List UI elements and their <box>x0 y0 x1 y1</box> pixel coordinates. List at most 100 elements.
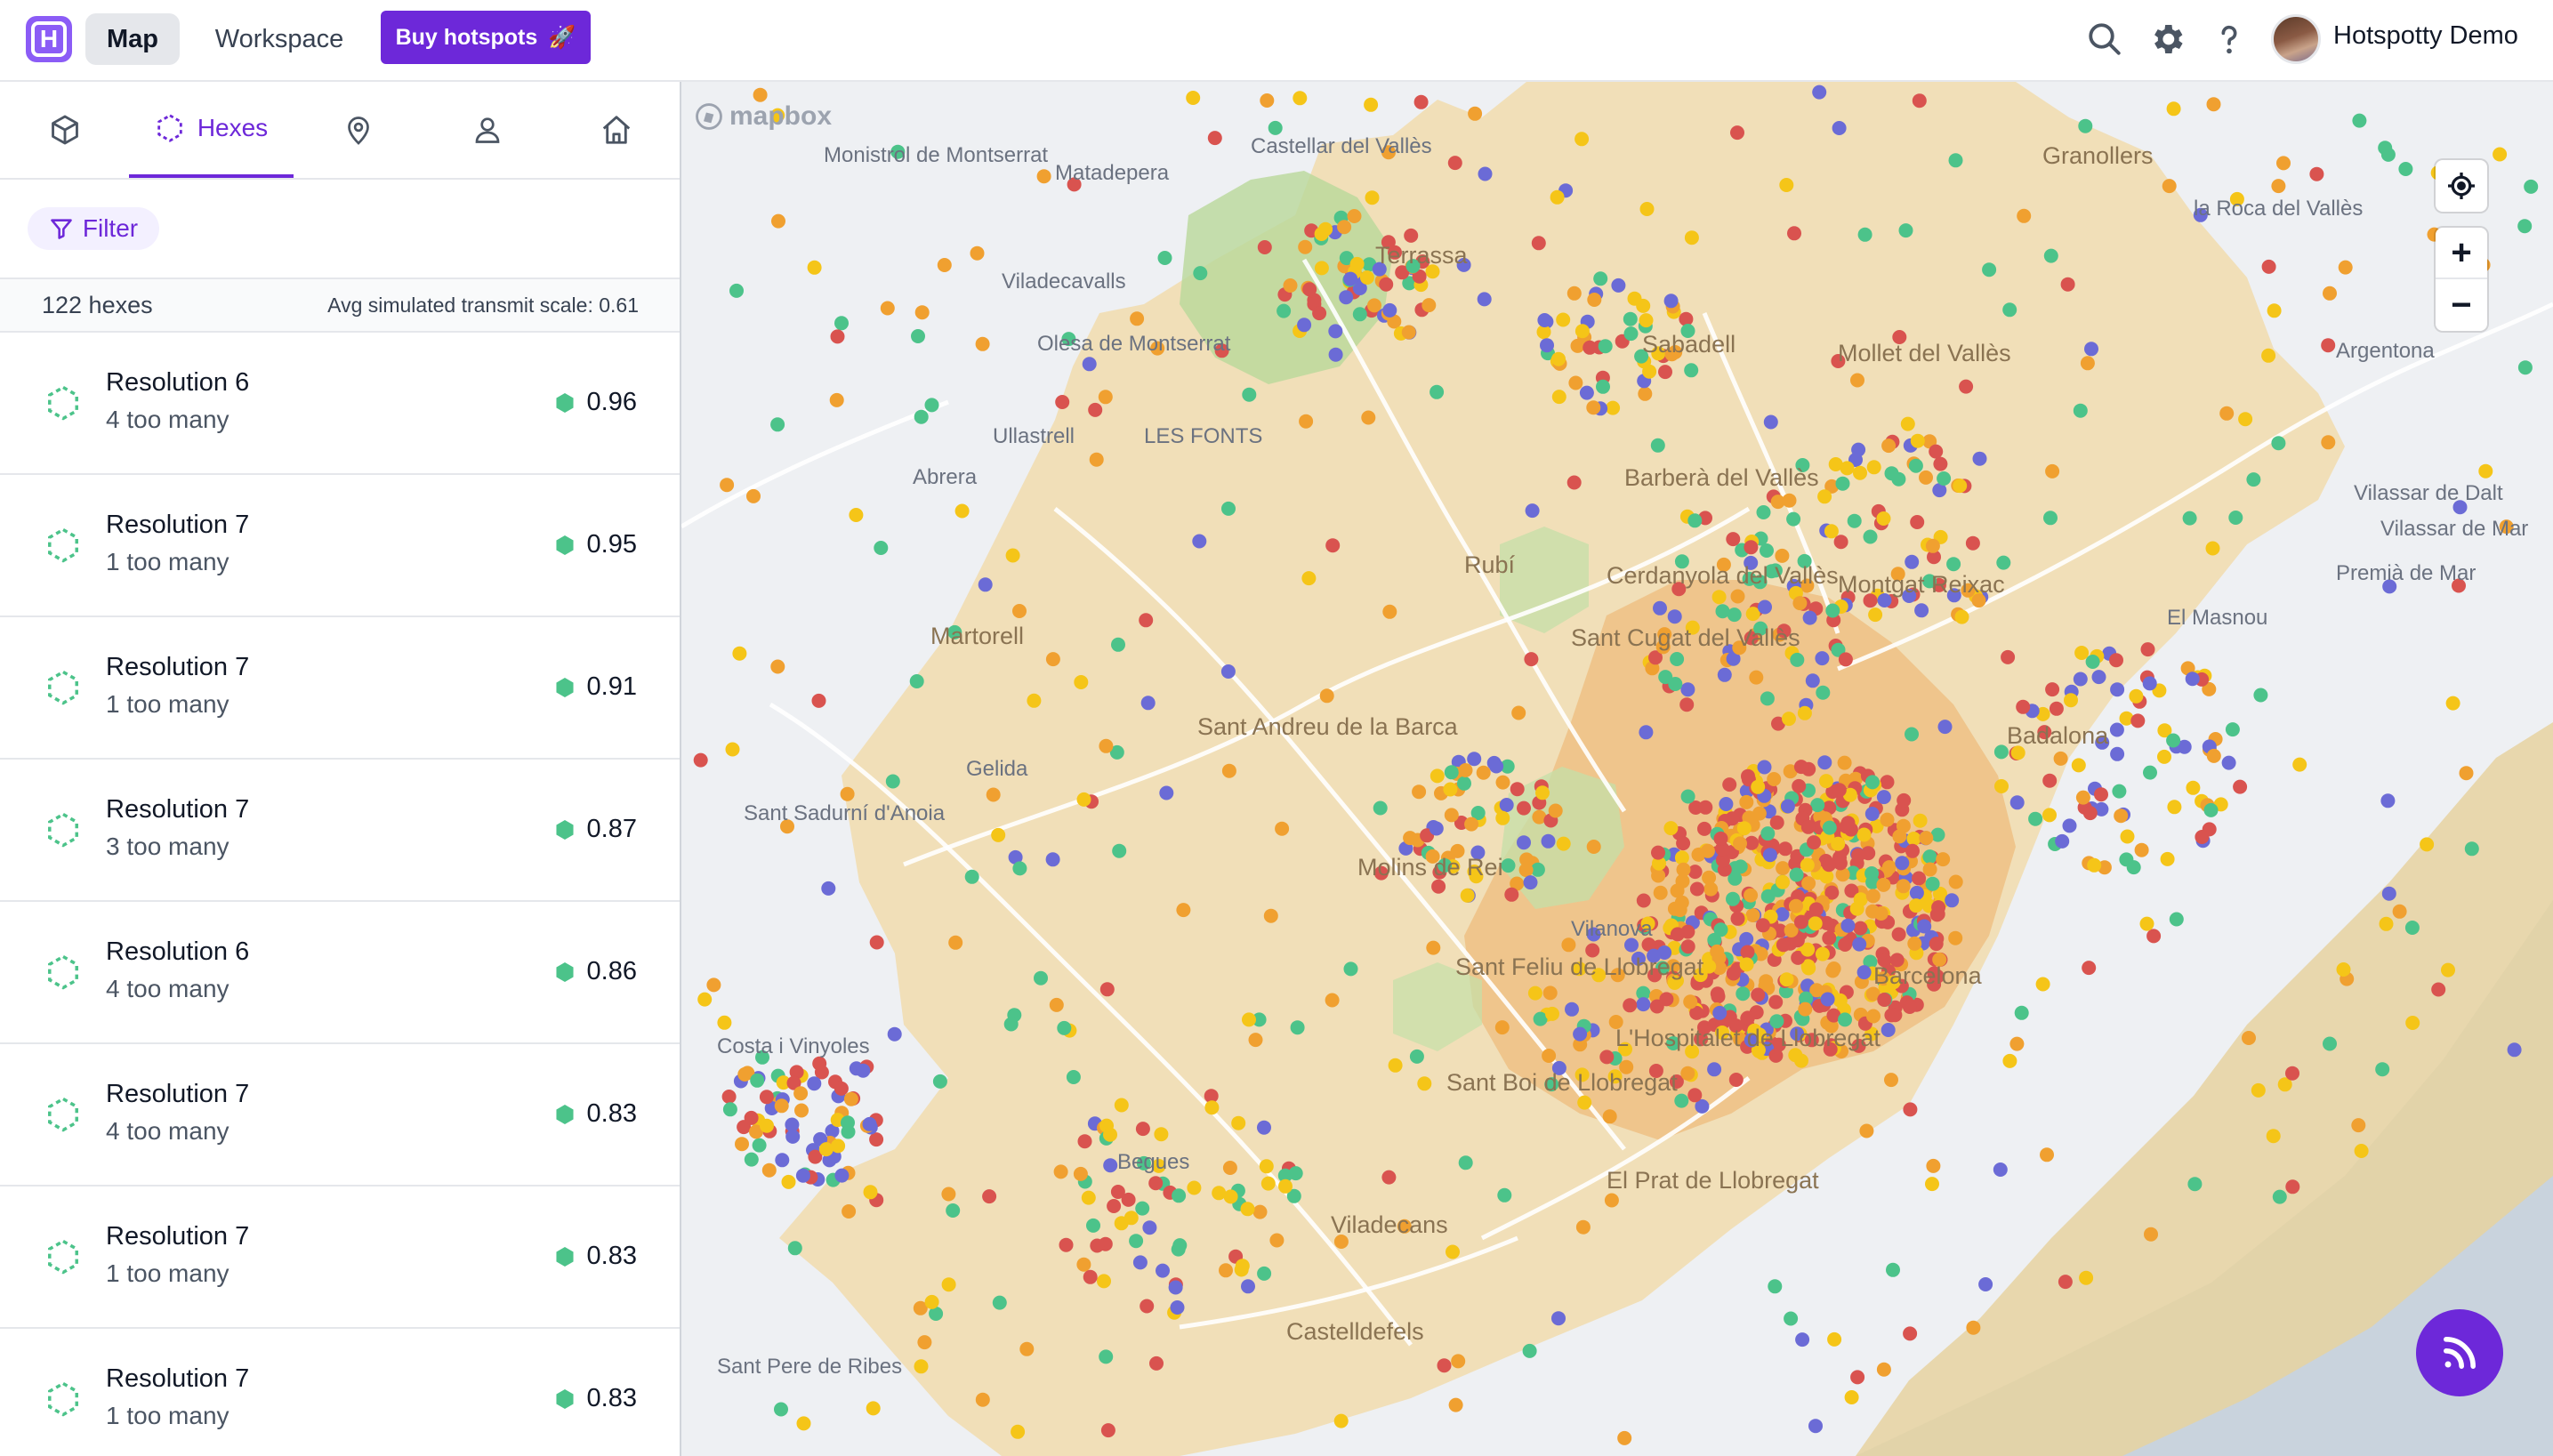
hotspot-dot[interactable] <box>1388 245 1402 260</box>
hotspot-dot[interactable] <box>1129 1234 1144 1249</box>
hotspot-dot[interactable] <box>1566 475 1582 490</box>
hotspot-dot[interactable] <box>1431 879 1446 894</box>
hotspot-dot[interactable] <box>1577 1095 1592 1110</box>
hotspot-dot[interactable] <box>2129 688 2144 704</box>
user-name[interactable]: Hotspotty Demo <box>2333 21 2518 50</box>
hotspot-dot[interactable] <box>1789 898 1803 913</box>
hotspot-dot[interactable] <box>1638 386 1653 401</box>
hotspot-dot[interactable] <box>1740 945 1755 960</box>
hotspot-dot[interactable] <box>1666 959 1680 974</box>
hotspot-dot[interactable] <box>1832 856 1848 871</box>
hotspot-dot[interactable] <box>1349 256 1365 271</box>
hotspot-dot[interactable] <box>1142 1220 1157 1235</box>
hotspot-dot[interactable] <box>2074 646 2090 660</box>
hotspot-dot[interactable] <box>1312 306 1327 321</box>
hotspot-dot[interactable] <box>1726 532 1741 547</box>
hotspot-dot[interactable] <box>1925 1177 1939 1192</box>
hotspot-dot[interactable] <box>932 1074 947 1089</box>
hotspot-dot[interactable] <box>1925 538 1940 553</box>
hotspot-dot[interactable] <box>1566 286 1582 301</box>
hotspot-dot[interactable] <box>1797 553 1812 568</box>
hotspot-dot[interactable] <box>1864 1026 1879 1042</box>
hotspot-dot[interactable] <box>1728 871 1743 886</box>
hotspot-dot[interactable] <box>774 1402 788 1417</box>
hotspot-dot[interactable] <box>750 1073 765 1088</box>
hotspot-dot[interactable] <box>781 1174 796 1189</box>
hotspot-dot[interactable] <box>1574 132 1590 147</box>
hotspot-dot[interactable] <box>1395 265 1410 280</box>
hotspot-dot[interactable] <box>2404 921 2420 935</box>
hotspot-dot[interactable] <box>2064 693 2078 708</box>
hotspot-dot[interactable] <box>1457 776 1471 791</box>
hotspot-dot[interactable] <box>1139 613 1154 628</box>
hotspot-dot[interactable] <box>1898 223 1913 238</box>
hotspot-dot[interactable] <box>1443 782 1458 797</box>
hotspot-dot[interactable] <box>890 144 906 159</box>
hotspot-dot[interactable] <box>2323 1036 2337 1051</box>
hotspot-dot[interactable] <box>1242 1012 1256 1027</box>
hotspot-dot[interactable] <box>2134 842 2149 857</box>
hotspot-dot[interactable] <box>1639 202 1655 216</box>
hotspot-dot[interactable] <box>1257 1120 1271 1135</box>
hotspot-dot[interactable] <box>1645 661 1660 676</box>
hotspot-dot[interactable] <box>1402 276 1417 291</box>
hotspot-dot[interactable] <box>1716 557 1731 572</box>
hotspot-dot[interactable] <box>2382 579 2397 594</box>
hotspot-dot[interactable] <box>2229 191 2244 206</box>
hotspot-dot[interactable] <box>2351 1118 2366 1133</box>
hotspot-dot[interactable] <box>2242 1031 2256 1045</box>
hotspot-dot[interactable] <box>1912 871 1927 886</box>
hotspot-dot[interactable] <box>1623 326 1639 342</box>
hotspot-dot[interactable] <box>1444 808 1459 823</box>
hotspot-dot[interactable] <box>1159 785 1174 800</box>
hotspot-dot[interactable] <box>1458 763 1473 777</box>
hotspot-dot[interactable] <box>914 305 930 320</box>
hotspot-dot[interactable] <box>1192 534 1207 549</box>
hotspot-dot[interactable] <box>1318 221 1333 237</box>
hotspot-dot[interactable] <box>2452 500 2468 515</box>
hotspot-dot[interactable] <box>1430 384 1445 399</box>
hotspot-dot[interactable] <box>1832 783 1847 798</box>
hex-list-item[interactable]: Resolution 7 4 too many 0.83 <box>0 1044 680 1187</box>
hotspot-dot[interactable] <box>1575 1219 1591 1235</box>
hotspot-dot[interactable] <box>874 541 889 555</box>
hotspot-dot[interactable] <box>1495 810 1510 825</box>
hotspot-dot[interactable] <box>1844 1390 1859 1404</box>
hotspot-dot[interactable] <box>1504 887 1519 902</box>
hotspot-dot[interactable] <box>1744 888 1759 903</box>
hotspot-dot[interactable] <box>1381 1170 1397 1185</box>
hotspot-dot[interactable] <box>2080 356 2095 371</box>
hotspot-dot[interactable] <box>1003 1017 1019 1032</box>
hotspot-dot[interactable] <box>1234 1262 1249 1277</box>
hotspot-dot[interactable] <box>1157 251 1172 265</box>
hotspot-dot[interactable] <box>1283 278 1298 293</box>
hotspot-dot[interactable] <box>1866 460 1881 475</box>
hotspot-dot[interactable] <box>1607 1069 1623 1084</box>
hotspot-dot[interactable] <box>1876 877 1891 892</box>
hotspot-dot[interactable] <box>1769 815 1784 830</box>
hotspot-dot[interactable] <box>1832 121 1847 135</box>
hotspot-dot[interactable] <box>1880 812 1895 827</box>
hotspot-dot[interactable] <box>1922 862 1937 877</box>
hotspot-dot[interactable] <box>1548 803 1563 818</box>
hotspot-dot[interactable] <box>1791 950 1806 965</box>
hex-list-item[interactable]: Resolution 7 3 too many 0.87 <box>0 760 680 902</box>
hotspot-dot[interactable] <box>807 260 822 275</box>
hotspot-dot[interactable] <box>975 336 990 351</box>
hotspot-dot[interactable] <box>2246 472 2261 487</box>
hotspot-dot[interactable] <box>1328 347 1343 362</box>
hotspot-dot[interactable] <box>1510 876 1525 891</box>
hotspot-dot[interactable] <box>1551 1060 1566 1075</box>
hotspot-dot[interactable] <box>2017 208 2032 223</box>
hotspot-dot[interactable] <box>1933 886 1947 901</box>
hotspot-dot[interactable] <box>1790 652 1805 667</box>
hotspot-dot[interactable] <box>1876 1362 1891 1377</box>
hotspot-dot[interactable] <box>753 87 768 102</box>
hotspot-dot[interactable] <box>1795 1332 1810 1347</box>
hotspot-dot[interactable] <box>1172 1188 1187 1203</box>
hotspot-dot[interactable] <box>1111 637 1125 652</box>
hotspot-dot[interactable] <box>1726 651 1741 666</box>
hotspot-dot[interactable] <box>1275 821 1290 836</box>
hotspot-dot[interactable] <box>2221 755 2236 770</box>
hotspot-dot[interactable] <box>2040 1147 2054 1162</box>
